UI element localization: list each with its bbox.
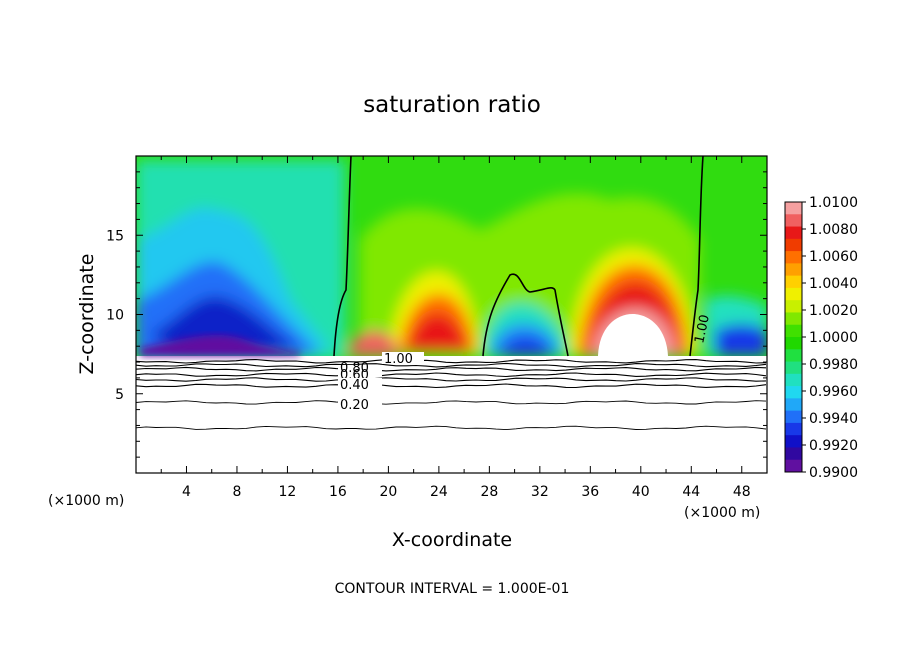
colorbar <box>784 201 803 473</box>
colorbar-label-7: 0.9960 <box>809 384 858 400</box>
x-tick-label-4: 20 <box>379 484 397 500</box>
contour-label-4: 0.40 <box>340 378 369 393</box>
x-axis: 4 8 12 16 20 24 28 32 36 40 44 48 <box>160 156 751 500</box>
contour-label-2: 0.80 <box>340 361 369 376</box>
colorbar-label-9: 0.9920 <box>809 438 858 454</box>
colorbar-swatch-3 <box>785 238 802 252</box>
contour-line-3 <box>136 372 767 378</box>
y-axis-label: Z-coordinate <box>76 254 98 375</box>
contour-label-5: 0.20 <box>340 398 369 413</box>
colorbar-swatch-12 <box>785 349 802 363</box>
field-plume1-red <box>408 312 468 352</box>
contour-dome <box>482 273 569 357</box>
field-right-blue <box>715 324 767 356</box>
colorbar-swatch-17 <box>785 410 802 424</box>
x-tick-label-2: 12 <box>279 484 297 500</box>
contour-line-5 <box>136 383 767 389</box>
horizontal-contours <box>136 358 767 431</box>
x-tick-label-5: 24 <box>430 484 448 500</box>
colorbar-label-5: 1.0000 <box>809 330 858 346</box>
x-tick-label-9: 40 <box>632 484 650 500</box>
colorbar-label-1: 1.0080 <box>809 222 858 238</box>
colorbar-swatch-2 <box>785 226 802 240</box>
contour-sat-boundary-left <box>333 156 352 357</box>
colorbar-swatch-20 <box>785 447 802 461</box>
colorbar-swatch-13 <box>785 361 802 375</box>
x-tick-label-1: 8 <box>232 484 241 500</box>
colorbar-swatch-15 <box>785 386 802 399</box>
colorbar-swatch-4 <box>785 251 802 264</box>
field-dome-darkblue <box>500 336 552 356</box>
contour-line-2 <box>136 366 767 372</box>
x-tick-label-6: 28 <box>480 484 498 500</box>
y-tick-label-0: 5 <box>115 387 124 403</box>
colorbar-swatch-8 <box>785 300 802 313</box>
x-unit-right: (×1000 m) <box>684 505 760 521</box>
x-tick-label-3: 16 <box>329 484 347 500</box>
colorbar-swatch-11 <box>785 337 802 350</box>
field-plume0-red <box>348 330 400 356</box>
contours <box>136 156 767 431</box>
plot-area <box>136 156 767 473</box>
y-tick-label-2: 15 <box>106 228 124 244</box>
colorbar-label-6: 0.9980 <box>809 357 858 373</box>
contour-sat-boundary-right <box>689 156 704 357</box>
colorbar-label-2: 1.0060 <box>809 249 858 265</box>
x-tick-label-10: 44 <box>682 484 700 500</box>
y-axis: 5 10 15 <box>106 171 767 458</box>
chart-title: saturation ratio <box>363 92 541 118</box>
colorbar-label-3: 1.0040 <box>809 276 858 292</box>
field-plume2-white-core <box>598 314 668 356</box>
colorbar-label-4: 1.0020 <box>809 303 858 319</box>
colorbar-label-10: 0.9900 <box>809 465 858 481</box>
colorbar-swatch-5 <box>785 263 802 277</box>
x-tick-label-11: 48 <box>733 484 751 500</box>
x-unit-left: (×1000 m) <box>48 493 124 509</box>
y-tick-label-1: 10 <box>106 308 124 324</box>
x-tick-label-0: 4 <box>182 484 191 500</box>
colorbar-swatch-9 <box>785 312 802 326</box>
contour-line-7 <box>136 425 767 431</box>
contour-line-1 <box>136 362 767 368</box>
colorbar-swatch-16 <box>785 398 802 412</box>
contour-line-0 <box>136 358 767 364</box>
x-tick-label-7: 32 <box>531 484 549 500</box>
colorbar-swatch-18 <box>785 422 802 436</box>
colorbar-labels: 1.0100 1.0080 1.0060 1.0040 1.0020 1.0000 0.99… <box>802 195 858 481</box>
colorbar-label-0: 1.0100 <box>809 195 858 211</box>
colorbar-swatch-19 <box>785 435 802 448</box>
field-below-cloud <box>136 356 767 473</box>
colorbar-swatch-0 <box>785 202 802 215</box>
contour-label-6: 1.00 <box>692 313 713 344</box>
field-left-purple <box>140 335 300 356</box>
colorbar-swatch-7 <box>785 287 802 301</box>
colorbar-swatch-6 <box>785 275 802 289</box>
contour-label-1: 1.00 <box>384 352 413 367</box>
contour-interval-note: CONTOUR INTERVAL = 1.000E-01 <box>335 581 570 597</box>
contour-labels: 1.00 0.80 0.60 0.40 0.20 1.00 <box>338 313 713 413</box>
colorbar-swatch-14 <box>785 373 802 387</box>
contour-line-6 <box>136 400 767 405</box>
colorbar-label-8: 0.9940 <box>809 411 858 427</box>
colorbar-swatch-1 <box>785 214 802 228</box>
x-tick-label-8: 36 <box>581 484 599 500</box>
contour-line-4 <box>136 377 767 382</box>
colorbar-swatch-10 <box>785 324 802 338</box>
colorbar-swatch-21 <box>785 459 802 473</box>
x-axis-label: X-coordinate <box>392 529 512 551</box>
